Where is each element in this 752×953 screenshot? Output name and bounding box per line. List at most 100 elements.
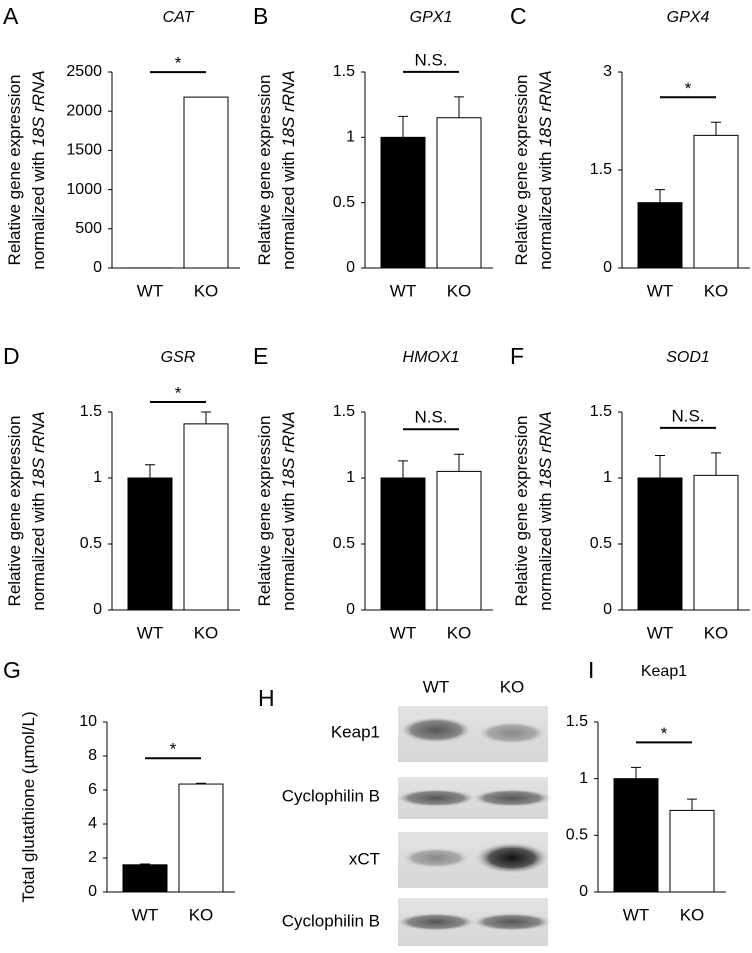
bar [613,778,659,893]
chart-panel: B GPX1 Relative gene expression normalized … [253,3,493,300]
chart-title: GSR [161,349,196,366]
error-bar [711,452,721,476]
y-axis-label-part: 18S rRNA [536,70,555,151]
error-bar [454,453,464,472]
error-bar [398,460,408,478]
y-tick-label: 1.5 [590,403,612,420]
y-axis-label: normalized with 18S rRNA [29,70,48,269]
y-axis-label-part: normalized with [279,493,298,611]
bar [693,474,739,611]
x-tick-label: KO [680,905,705,924]
bar [637,202,683,269]
x-tick-label: KO [194,623,219,642]
row-label: Cyclophilin B [282,786,380,805]
x-tick-label: KO [704,623,729,642]
bar [127,477,173,611]
blot-band [396,789,476,807]
error-bar [655,455,665,478]
error-bar [711,121,721,136]
y-tick-label: 10 [79,713,97,730]
bar [693,134,739,269]
y-tick-label: 0.5 [333,535,355,552]
y-axis-label: normalized with 18S rRNA [536,70,555,269]
bar [183,96,229,269]
y-tick-label: 8 [88,747,97,764]
chart-title: SOD1 [666,349,710,366]
x-tick-label: KO [189,905,214,924]
panel-letter: G [3,657,21,683]
y-axis-label: normalized with 18S rRNA [536,411,555,610]
y-axis-label-part: 18S rRNA [536,411,555,492]
x-tick-label: WT [647,623,673,642]
error-bar [687,798,697,811]
y-tick-label: 0 [346,601,355,618]
panel-letter: C [510,3,527,29]
y-axis-label: Total glutathione (µmol/L) [19,711,38,902]
x-tick-label: KO [447,281,472,300]
y-axis-label-part: Relative gene expression [5,75,24,266]
x-tick-label: WT [623,905,649,924]
y-axis-label-part: Relative gene expression [255,416,274,607]
chart-title: CAT [163,9,195,26]
y-tick-label: 0 [579,883,588,900]
panel-letter: F [510,343,524,369]
y-axis-label-part: 18S rRNA [279,70,298,151]
x-tick-label: KO [447,623,472,642]
bar [380,136,426,269]
significance-label: N.S. [414,50,447,69]
x-tick-label: WT [137,623,163,642]
chart-title: Keap1 [641,663,687,680]
significance-label: * [175,54,182,73]
y-axis-label: Relative gene expression [512,416,531,607]
significance-label: N.S. [414,408,447,427]
y-tick-label: 1 [579,770,588,787]
chart-title: GPX4 [667,9,710,26]
bar [436,117,482,269]
error-bar [201,411,211,424]
y-tick-label: 0 [88,883,97,900]
x-tick-label: KO [704,281,729,300]
error-bar [398,115,408,138]
bar [669,809,715,893]
y-axis-label-part: Total glutathione (µmol/L) [19,711,38,902]
y-tick-label: 2 [88,849,97,866]
blot-band [472,789,552,807]
chart-panel: C GPX4 Relative gene expression normalized … [510,3,750,300]
significance-label: * [661,724,668,743]
panel-letter: B [253,3,268,29]
x-tick-label: WT [390,623,416,642]
chart-panel: D GSR Relative gene expression normalized w… [3,343,240,642]
y-tick-label: 1 [93,469,102,486]
x-tick-label: WT [647,281,673,300]
panel-letter: I [588,657,594,683]
y-axis-label-part: Relative gene expression [255,75,274,266]
y-tick-label: 6 [88,781,97,798]
y-tick-label: 3 [603,63,612,80]
error-bar [145,464,155,478]
y-tick-label: 1.5 [333,403,355,420]
chart-title: HMOX1 [403,349,460,366]
bar [122,864,168,893]
y-tick-label: 0 [603,259,612,276]
y-tick-label: 0 [603,601,612,618]
y-axis-label-part: Relative gene expression [512,75,531,266]
panel-letter: H [258,685,275,711]
y-tick-label: 1.5 [333,63,355,80]
y-axis-label-part: 18S rRNA [29,411,48,492]
panel-letter: A [3,3,19,29]
error-bar [196,782,206,785]
y-tick-label: 0.5 [566,827,588,844]
blot-panel: H WT KO Keap1 Cyclophilin B xCT Cyclophi… [258,677,552,946]
blot-band [474,842,550,874]
y-tick-label: 2000 [66,102,102,119]
y-axis-label: normalized with 18S rRNA [279,70,298,269]
y-axis-label: Relative gene expression [255,416,274,607]
y-axis-label: Relative gene expression [512,75,531,266]
lane-label: WT [423,677,449,696]
row-label: Keap1 [331,722,380,741]
y-axis-label-part: normalized with [279,152,298,270]
blot-band [400,717,472,743]
y-tick-label: 500 [75,220,102,237]
